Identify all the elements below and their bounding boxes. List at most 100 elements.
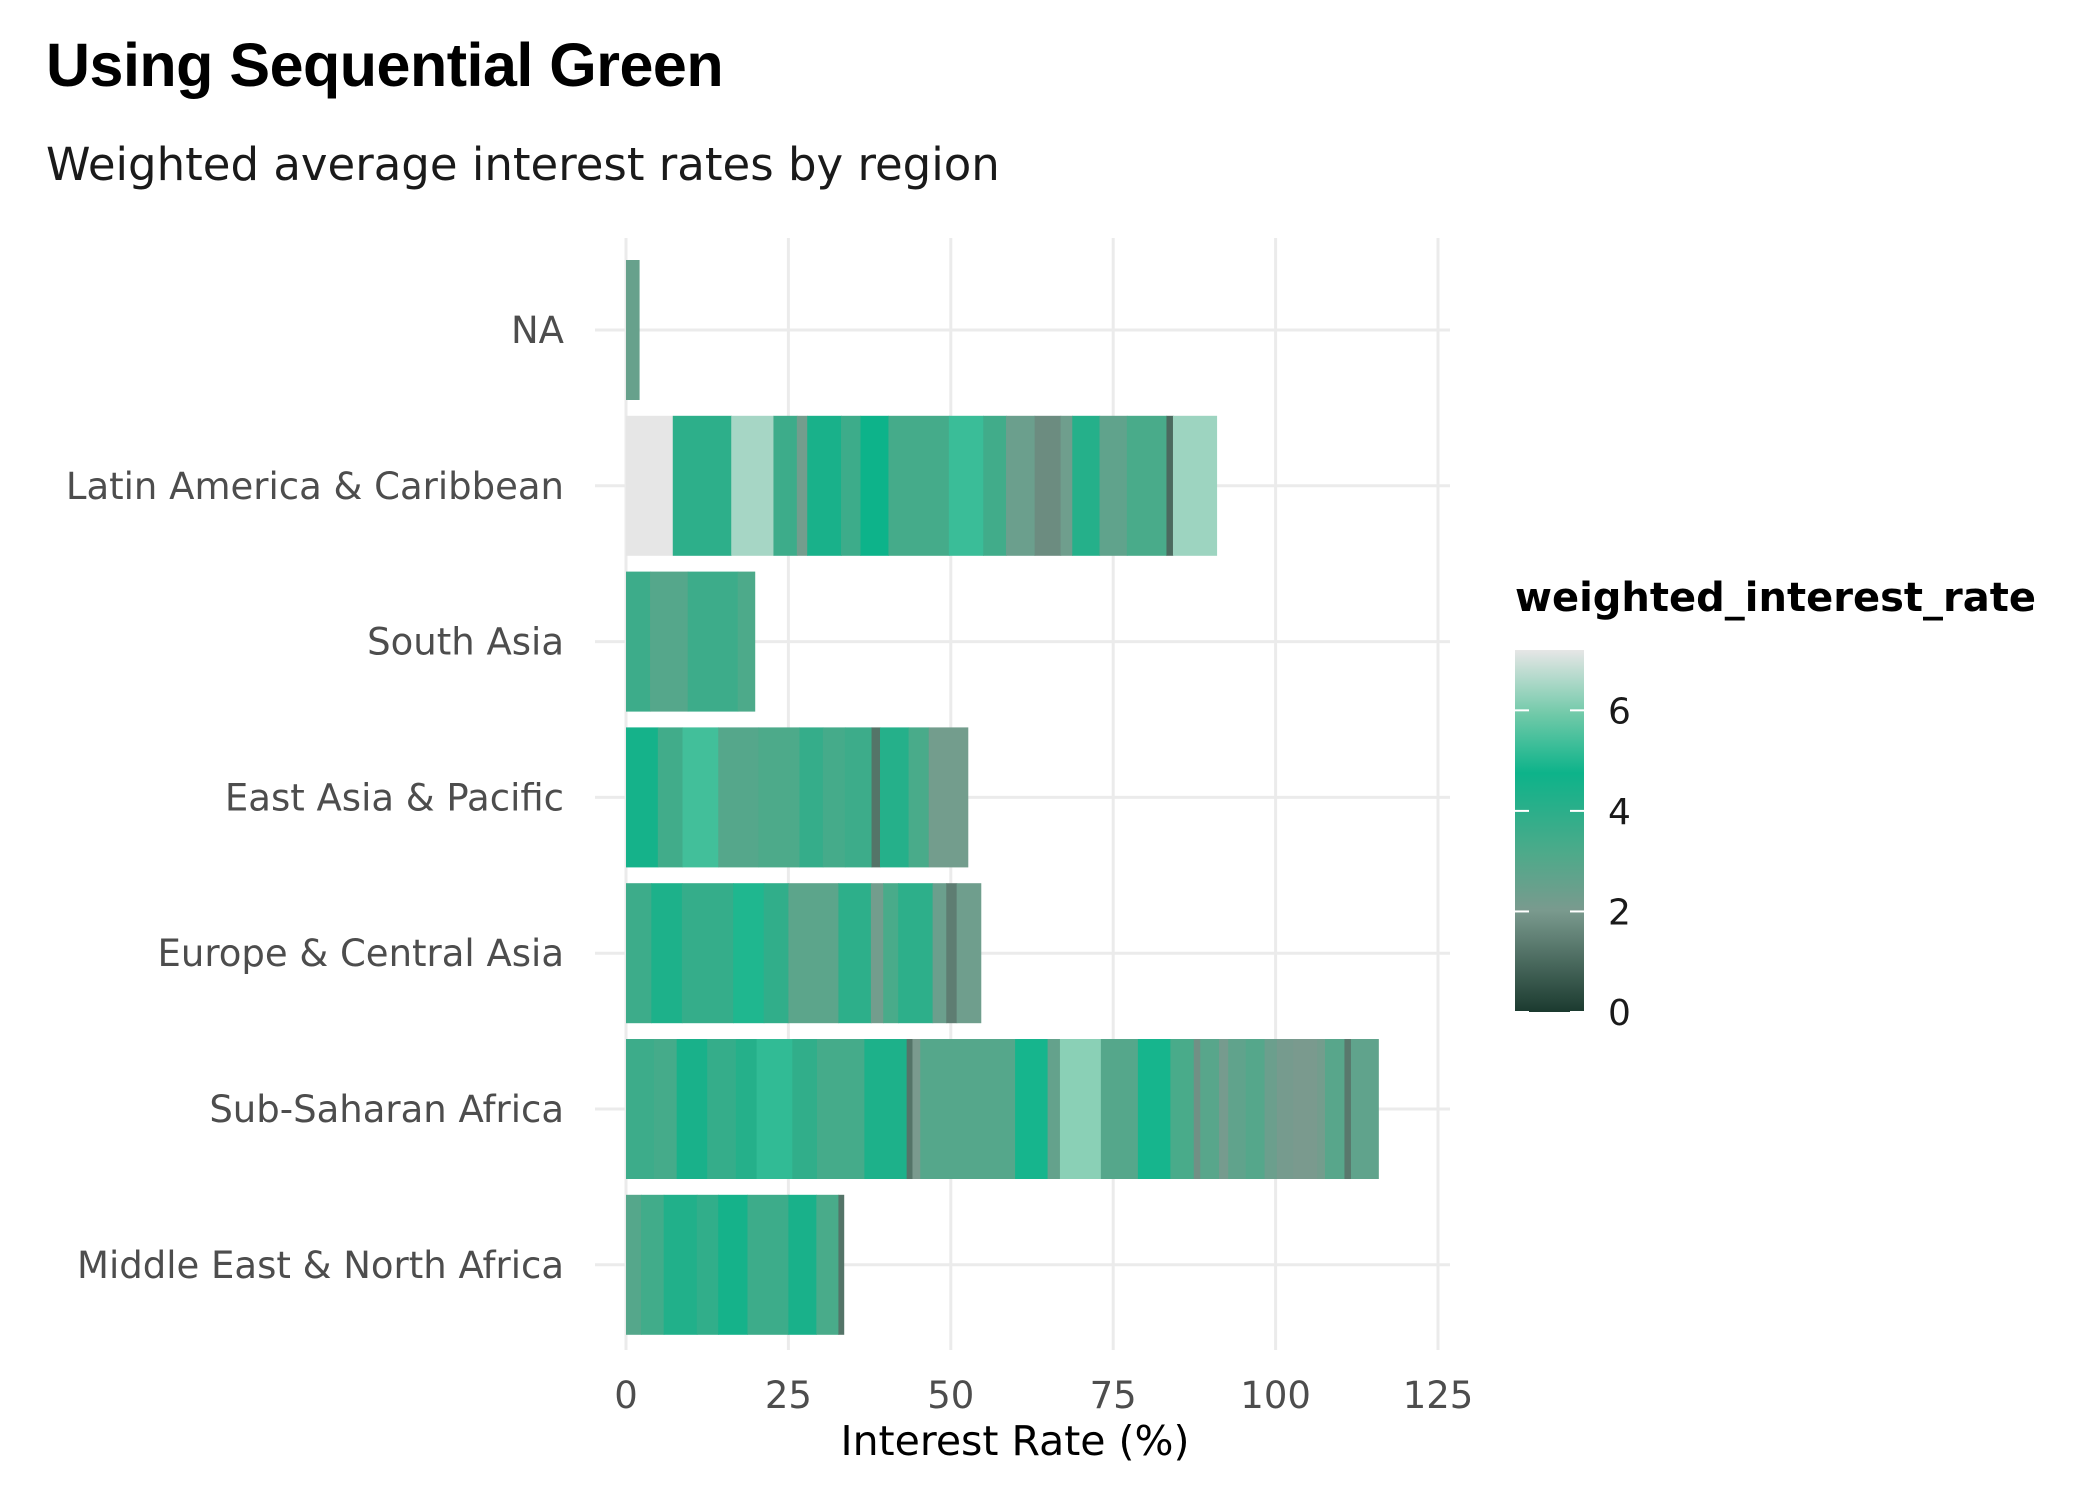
y-tick-label: Latin America & Caribbean bbox=[66, 465, 564, 508]
bar-segment bbox=[1293, 1039, 1318, 1179]
bar-segment bbox=[788, 883, 840, 1024]
x-tick-label: 125 bbox=[1403, 1374, 1474, 1417]
bar-segment bbox=[676, 1039, 708, 1179]
bar-segment bbox=[681, 883, 734, 1024]
bar-segment bbox=[1344, 1039, 1352, 1179]
bar-segment bbox=[626, 260, 640, 400]
bar-segment bbox=[932, 883, 947, 1024]
bar-segment bbox=[773, 415, 798, 556]
bar-segment bbox=[1126, 415, 1168, 556]
bar-segment bbox=[1324, 1039, 1346, 1179]
bar-segment bbox=[1166, 415, 1174, 556]
bar-segment bbox=[737, 571, 756, 712]
bar-segment bbox=[731, 415, 775, 556]
bar-segment bbox=[696, 1194, 719, 1335]
bar-segment bbox=[1245, 1039, 1266, 1179]
bar-segment bbox=[733, 883, 765, 1024]
bar-segment bbox=[841, 415, 862, 556]
bars-layer bbox=[626, 260, 1379, 1335]
bar-segment bbox=[838, 1194, 845, 1335]
bar-segment bbox=[888, 415, 950, 556]
bar-segment bbox=[816, 1194, 840, 1335]
legend-tick-label: 0 bbox=[1608, 993, 1631, 1034]
bar-segment bbox=[822, 727, 846, 868]
bar-segment bbox=[908, 727, 930, 868]
bar-segment bbox=[1006, 415, 1036, 556]
y-axis-labels: NA Latin America & Caribbean South Asia Eas… bbox=[66, 309, 564, 1287]
bar-segment bbox=[626, 415, 674, 556]
y-tick-label: South Asia bbox=[367, 621, 564, 664]
bar-segment bbox=[682, 727, 719, 868]
bar-segment bbox=[1015, 1039, 1049, 1179]
bar-segment bbox=[1072, 415, 1101, 556]
chart-title: Using Sequential Green bbox=[46, 31, 724, 99]
bar-segment bbox=[948, 415, 984, 556]
legend-ticks: 0 2 4 6 bbox=[1515, 691, 1631, 1034]
bar-segment bbox=[758, 727, 801, 868]
bar-segment bbox=[799, 727, 824, 868]
bar-segment bbox=[1059, 1039, 1102, 1179]
bar-segment bbox=[735, 1039, 758, 1179]
bar-segment bbox=[928, 727, 969, 868]
legend-tick-label: 6 bbox=[1608, 691, 1631, 732]
bar-segment bbox=[626, 1039, 655, 1179]
chart-subtitle: Weighted average interest rates by regio… bbox=[46, 138, 1000, 191]
bar-segment bbox=[718, 1194, 749, 1335]
legend-title: weighted_interest_rate bbox=[1515, 575, 2036, 621]
bar-segment bbox=[747, 1194, 789, 1335]
x-axis-title: Interest Rate (%) bbox=[840, 1417, 1189, 1465]
y-tick-label: NA bbox=[511, 309, 564, 352]
bar-segment bbox=[640, 1194, 665, 1335]
bar-segment bbox=[1100, 1039, 1139, 1179]
bar-segment bbox=[906, 1039, 914, 1179]
bar-segment bbox=[1264, 1039, 1278, 1179]
bar-segment bbox=[844, 727, 873, 868]
bar-segment bbox=[626, 1194, 642, 1335]
bar-segment bbox=[1193, 1039, 1201, 1179]
bar-segment bbox=[663, 1194, 698, 1335]
bar-segment bbox=[860, 415, 890, 556]
y-tick-label: East Asia & Pacific bbox=[225, 776, 564, 819]
bar-segment bbox=[707, 1039, 737, 1179]
y-tick-label: Sub-Saharan Africa bbox=[209, 1088, 564, 1131]
legend-tick-label: 2 bbox=[1608, 892, 1631, 933]
bar-segment bbox=[1219, 1039, 1229, 1179]
bar-segment bbox=[1172, 415, 1218, 556]
x-axis-labels: 0 25 50 75 100 125 bbox=[614, 1374, 1473, 1417]
bar-segment bbox=[1200, 1039, 1220, 1179]
x-tick-label: 25 bbox=[765, 1374, 812, 1417]
bar-segment bbox=[1047, 1039, 1061, 1179]
color-legend: weighted_interest_rate 0 2 4 6 bbox=[1515, 575, 2036, 1034]
bar-segment bbox=[756, 1039, 793, 1179]
bar-segment bbox=[792, 1039, 818, 1179]
bar-segment bbox=[898, 883, 934, 1024]
bar-segment bbox=[651, 883, 683, 1024]
bar-segment bbox=[1034, 415, 1062, 556]
bar-segment bbox=[864, 1039, 908, 1179]
bar-segment bbox=[657, 727, 684, 868]
bar-segment bbox=[1170, 1039, 1195, 1179]
bar-segment bbox=[653, 1039, 678, 1179]
bar-segment bbox=[946, 883, 958, 1024]
bar-segment bbox=[626, 727, 659, 868]
bar-segment bbox=[626, 571, 651, 712]
bar-segment bbox=[788, 1194, 817, 1335]
bar-segment bbox=[672, 415, 732, 556]
bar-segment bbox=[1276, 1039, 1294, 1179]
legend-tick-label: 4 bbox=[1608, 792, 1631, 833]
x-tick-label: 50 bbox=[927, 1374, 974, 1417]
bar-segment bbox=[983, 415, 1007, 556]
bar-segment bbox=[718, 727, 760, 868]
legend-colorbar bbox=[1515, 650, 1584, 1012]
bar-segment bbox=[687, 571, 739, 712]
x-tick-label: 0 bbox=[614, 1374, 638, 1417]
bar-segment bbox=[1060, 415, 1073, 556]
bar-segment bbox=[626, 883, 652, 1024]
x-tick-label: 75 bbox=[1090, 1374, 1137, 1417]
bar-segment bbox=[956, 883, 982, 1024]
bar-segment bbox=[1317, 1039, 1326, 1179]
bar-segment bbox=[816, 1039, 866, 1179]
bar-segment bbox=[1228, 1039, 1247, 1179]
x-tick-label: 100 bbox=[1240, 1374, 1311, 1417]
